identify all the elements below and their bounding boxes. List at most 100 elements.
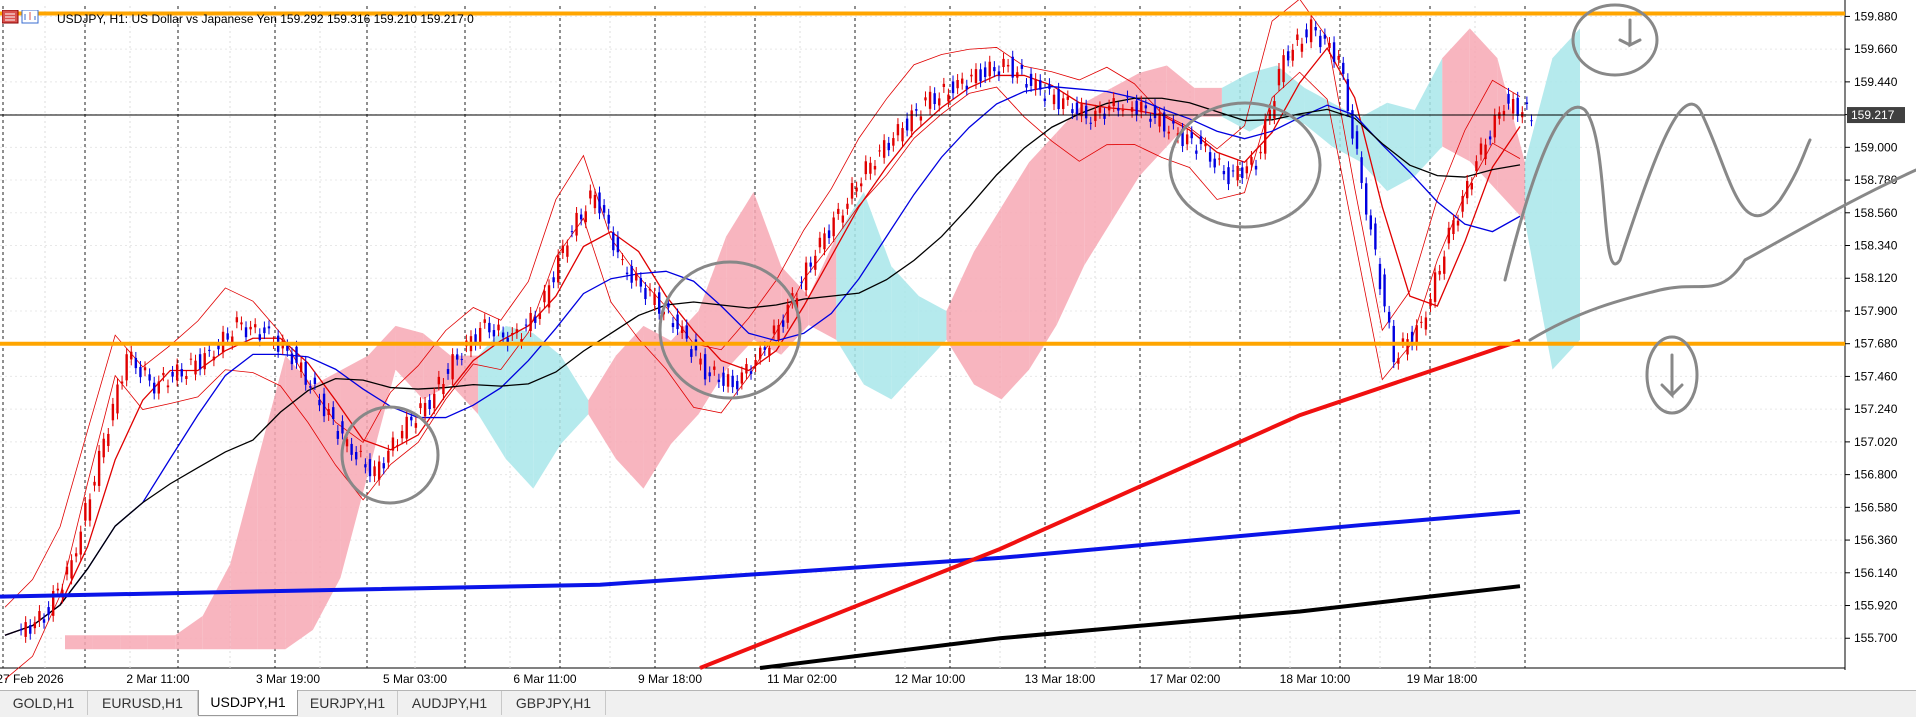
- candle-body: [377, 461, 381, 480]
- candle-body: [171, 371, 174, 377]
- candle-body: [497, 324, 500, 331]
- drawn-circle-1[interactable]: [340, 405, 440, 505]
- tab-eurusd[interactable]: EURUSD,H1: [88, 691, 198, 715]
- candle-body: [1502, 110, 1506, 116]
- candle-body: [690, 349, 693, 357]
- candle-body: [570, 231, 574, 233]
- candle-body: [970, 74, 973, 77]
- candle-body: [322, 393, 326, 417]
- candle-body: [65, 566, 69, 575]
- candle-body: [506, 337, 509, 346]
- drawn-circle-5[interactable]: [1645, 335, 1699, 415]
- ichimoku-cloud: [1524, 58, 1553, 370]
- candle-body: [332, 407, 335, 420]
- candle-body: [823, 233, 826, 250]
- candle-body: [699, 358, 702, 365]
- drawn-circle-2[interactable]: [658, 260, 802, 400]
- candle-body: [667, 303, 670, 308]
- candle-body: [254, 324, 257, 328]
- bollinger-lower: [4, 71, 1521, 680]
- candle-body: [24, 622, 27, 637]
- candle-body: [143, 367, 147, 371]
- tab-eurjpy[interactable]: EURJPY,H1: [298, 691, 398, 715]
- drawn-path-projection[interactable]: [1503, 102, 1812, 282]
- candle-body: [864, 161, 867, 175]
- candle-body: [368, 459, 372, 477]
- candle-body: [1300, 43, 1304, 52]
- candle-body: [42, 619, 46, 623]
- drawn-circle-4[interactable]: [1571, 3, 1659, 77]
- candle-body: [423, 402, 427, 417]
- candle-body: [1163, 112, 1166, 132]
- candle-body: [1107, 105, 1111, 111]
- candle-body: [1062, 98, 1065, 110]
- candle-body: [203, 353, 206, 370]
- candle-body: [52, 591, 55, 616]
- chart-menu-icon[interactable]: [2, 10, 42, 24]
- tab-audjpy[interactable]: AUDJPY,H1: [398, 691, 502, 715]
- candle-body: [1167, 131, 1170, 134]
- candle-body: [625, 272, 629, 275]
- candle-body: [736, 381, 739, 390]
- candle-body: [754, 360, 757, 367]
- candle-body: [584, 211, 587, 223]
- y-tick-label: 158.340: [1854, 239, 1898, 253]
- candle-body: [896, 124, 900, 136]
- price-chart[interactable]: 159.880159.660159.440159.220159.000158.7…: [0, 0, 1916, 690]
- chart-area[interactable]: 159.880159.660159.440159.220159.000158.7…: [0, 0, 1916, 690]
- ichimoku-cloud: [1469, 28, 1498, 192]
- candle-body: [130, 351, 133, 360]
- candle-body: [1277, 68, 1281, 86]
- candle-body: [1273, 101, 1276, 119]
- candle-body: [120, 381, 124, 384]
- candle-body: [1259, 151, 1262, 154]
- candle-body: [162, 372, 165, 376]
- candle-body: [1438, 270, 1441, 275]
- candle-body: [910, 110, 913, 132]
- y-tick-label: 159.880: [1854, 9, 1898, 23]
- ichimoku-cloud: [1001, 162, 1030, 400]
- drawn-circle-3[interactable]: [1168, 101, 1322, 229]
- candle-body: [1181, 128, 1184, 147]
- candle-body: [433, 393, 436, 409]
- candle-body: [1488, 136, 1492, 140]
- candle-body: [1039, 80, 1042, 90]
- candle-body: [1204, 143, 1207, 147]
- tab-gbpjpy[interactable]: GBPJPY,H1: [502, 691, 606, 715]
- candle-body: [299, 362, 303, 372]
- y-tick-label: 157.240: [1854, 402, 1898, 416]
- candle-body: [88, 499, 92, 521]
- candle-body: [1507, 93, 1510, 104]
- ichimoku-cloud: [147, 635, 176, 650]
- candle-body: [1424, 317, 1428, 330]
- candle-body: [639, 278, 643, 287]
- ichimoku-cloud: [918, 296, 947, 370]
- candle-body: [1034, 79, 1037, 90]
- candle-body: [290, 353, 294, 365]
- candle-body: [726, 374, 730, 387]
- ma-mid-line: [4, 85, 1521, 636]
- candle-body: [901, 128, 904, 142]
- drawn-arrow-up[interactable]: [1618, 18, 1642, 48]
- candle-body: [1337, 55, 1340, 60]
- candle-body: [198, 354, 202, 370]
- tab-usdjpy[interactable]: USDJPY,H1: [198, 690, 298, 716]
- candle-body: [1309, 19, 1313, 43]
- candle-body: [373, 466, 376, 477]
- candle-body: [102, 438, 105, 458]
- drawn-arrow-down[interactable]: [1660, 353, 1684, 399]
- candle-body: [979, 69, 982, 82]
- x-tick-label: 18 Mar 10:00: [1280, 672, 1351, 686]
- ichimoku-cloud: [1552, 28, 1580, 370]
- candle-body: [1208, 152, 1212, 162]
- y-tick-label: 155.920: [1854, 599, 1898, 613]
- y-tick-label: 159.000: [1854, 140, 1898, 154]
- candle-body: [1213, 158, 1216, 168]
- candle-body: [157, 381, 160, 394]
- candle-body: [1011, 56, 1014, 78]
- drawn-path-grey-trend[interactable]: [1528, 168, 1916, 342]
- candle-body: [1057, 88, 1060, 110]
- tab-gold[interactable]: GOLD,H1: [0, 691, 88, 715]
- candle-body: [446, 368, 450, 374]
- candle-body: [740, 372, 744, 384]
